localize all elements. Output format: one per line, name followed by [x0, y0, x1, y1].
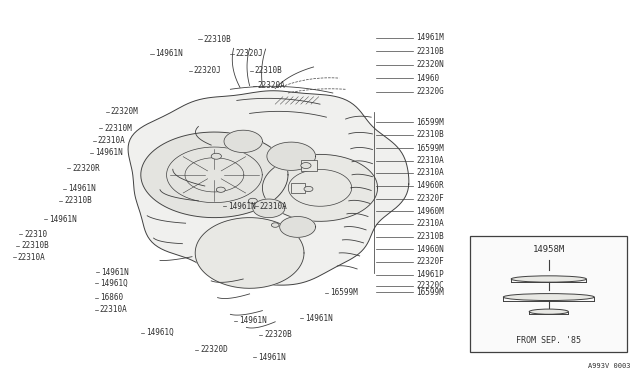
- Text: 22310A: 22310A: [18, 253, 45, 262]
- Text: 14961M: 14961M: [416, 33, 444, 42]
- Text: 14960: 14960: [416, 74, 439, 83]
- Text: 14961N: 14961N: [228, 202, 255, 211]
- Text: 14958M: 14958M: [532, 245, 565, 254]
- Text: 14961Q: 14961Q: [100, 279, 127, 288]
- Text: 16860: 16860: [100, 293, 123, 302]
- Ellipse shape: [503, 294, 595, 301]
- Text: 22310B: 22310B: [21, 241, 49, 250]
- Circle shape: [248, 198, 257, 203]
- Text: 22310B: 22310B: [204, 35, 231, 44]
- Text: 14960N: 14960N: [416, 245, 444, 254]
- Text: 14961Q: 14961Q: [146, 328, 173, 337]
- Text: 22320J: 22320J: [236, 49, 263, 58]
- Polygon shape: [128, 91, 409, 285]
- Text: 22320B: 22320B: [264, 330, 292, 339]
- Bar: [301, 160, 317, 171]
- Polygon shape: [253, 199, 285, 218]
- Text: 22310A: 22310A: [98, 136, 125, 145]
- Text: 14960M: 14960M: [416, 207, 444, 216]
- Text: 22320R: 22320R: [72, 164, 100, 173]
- Ellipse shape: [511, 276, 586, 282]
- Circle shape: [304, 186, 313, 192]
- Text: 16599M: 16599M: [416, 144, 444, 153]
- Text: 22310A: 22310A: [260, 202, 287, 211]
- Text: 14961P: 14961P: [416, 270, 444, 279]
- Text: 22310B: 22310B: [416, 47, 444, 56]
- Circle shape: [271, 223, 279, 227]
- Text: A993V 0003: A993V 0003: [588, 363, 630, 369]
- Text: 22320N: 22320N: [416, 60, 444, 69]
- Text: 22310: 22310: [24, 230, 47, 239]
- Text: 14961N: 14961N: [305, 314, 332, 323]
- Text: 22320D: 22320D: [200, 345, 228, 354]
- Text: 22310A: 22310A: [416, 219, 444, 228]
- Text: 22310B: 22310B: [255, 66, 282, 75]
- Text: 14961N: 14961N: [239, 316, 266, 325]
- Text: 22310A: 22310A: [416, 156, 444, 165]
- Polygon shape: [280, 217, 316, 237]
- Polygon shape: [267, 142, 316, 170]
- Text: 14961N: 14961N: [95, 148, 122, 157]
- Text: 22320G: 22320G: [416, 87, 444, 96]
- Polygon shape: [224, 130, 262, 153]
- Text: 14960R: 14960R: [416, 182, 444, 190]
- Bar: [470, 236, 627, 352]
- Text: 14961N: 14961N: [101, 268, 129, 277]
- Text: 16599M: 16599M: [416, 118, 444, 126]
- Text: 14961N: 14961N: [68, 184, 95, 193]
- Text: 14961N: 14961N: [49, 215, 76, 224]
- Text: 22310A: 22310A: [416, 169, 444, 177]
- Text: 14961N: 14961N: [156, 49, 183, 58]
- Text: 22320A: 22320A: [258, 81, 285, 90]
- Ellipse shape: [529, 309, 568, 314]
- Text: 22310B: 22310B: [64, 196, 92, 205]
- Text: 22310A: 22310A: [100, 305, 127, 314]
- Text: 22320C: 22320C: [416, 281, 444, 290]
- Text: 14961N: 14961N: [258, 353, 285, 362]
- Polygon shape: [195, 218, 304, 288]
- Text: 22320F: 22320F: [416, 257, 444, 266]
- Text: 22310M: 22310M: [104, 124, 132, 133]
- Circle shape: [211, 153, 221, 159]
- Circle shape: [216, 187, 225, 192]
- Polygon shape: [262, 154, 378, 221]
- Text: 22320J: 22320J: [194, 66, 221, 75]
- Text: 22320F: 22320F: [416, 194, 444, 203]
- Text: 16599M: 16599M: [416, 288, 444, 296]
- Text: 22310B: 22310B: [416, 130, 444, 139]
- Text: FROM SEP. '85: FROM SEP. '85: [516, 336, 581, 345]
- Text: 16599M: 16599M: [330, 288, 358, 297]
- Circle shape: [301, 163, 311, 169]
- Bar: [291, 183, 305, 193]
- Polygon shape: [141, 132, 288, 218]
- Text: 22310B: 22310B: [416, 232, 444, 241]
- Text: 22320M: 22320M: [111, 107, 138, 116]
